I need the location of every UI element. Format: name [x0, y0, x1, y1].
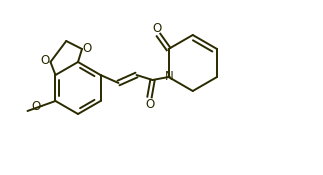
Text: O: O [41, 54, 50, 68]
Text: O: O [152, 22, 161, 34]
Text: O: O [82, 41, 92, 54]
Text: O: O [145, 97, 154, 110]
Text: N: N [165, 69, 174, 82]
Text: O: O [32, 100, 41, 113]
